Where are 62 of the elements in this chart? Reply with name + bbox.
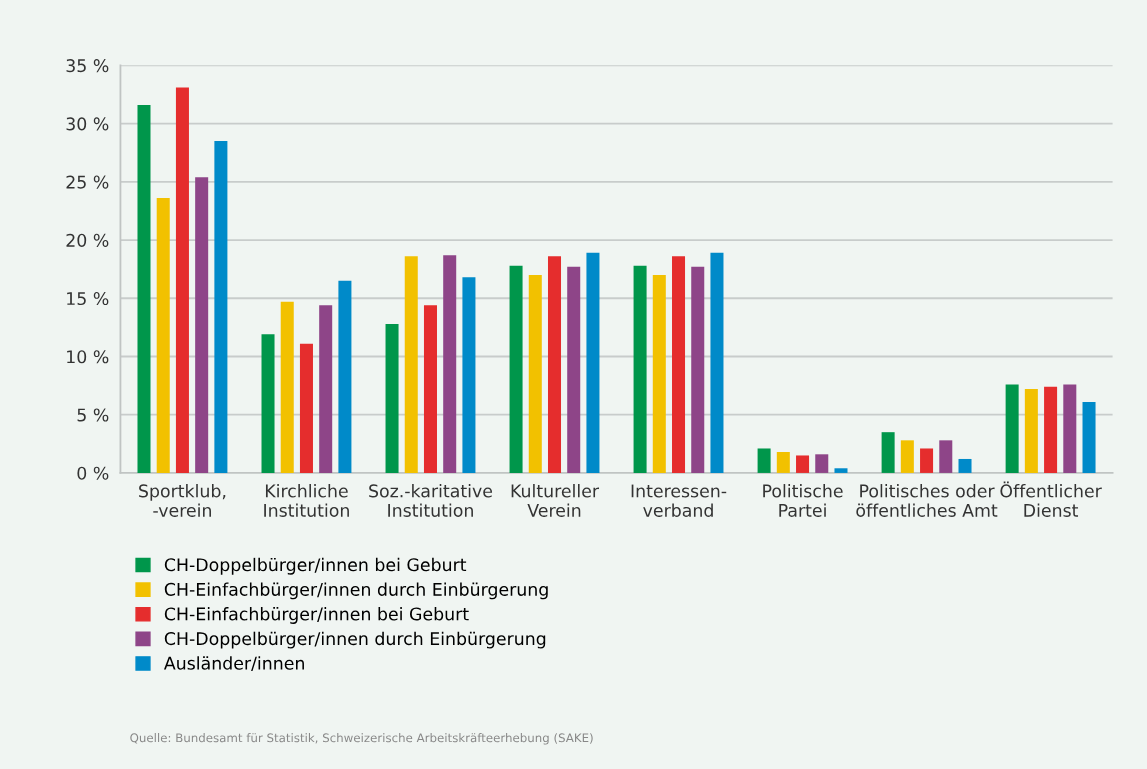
bar [920, 448, 934, 473]
x-tick-label: Öffentlicher Dienst [1000, 481, 1102, 517]
bar [338, 280, 352, 473]
bar [757, 448, 771, 473]
bar [385, 323, 399, 473]
bar [280, 301, 294, 473]
x-tick-label: Interessen- verband [631, 484, 727, 517]
bar [567, 266, 581, 473]
legend-label: CH-Doppelbürger/innen bei Geburt [164, 557, 467, 575]
bar [1044, 386, 1058, 473]
legend-label: CH-Doppelbürger/innen durch Einbürgerung [164, 631, 546, 649]
bar [404, 256, 418, 473]
bar [195, 177, 209, 473]
bar [319, 305, 333, 473]
bar [423, 305, 437, 473]
y-tick-label: 15 % [67, 291, 109, 306]
bar [1005, 384, 1019, 473]
bar [586, 252, 600, 473]
bar [509, 265, 523, 473]
bar [214, 141, 228, 473]
bar [900, 440, 914, 473]
y-tick-label: 5 % [77, 408, 109, 422]
y-tick-label: 35 % [66, 59, 109, 73]
bar [776, 451, 790, 473]
bar [261, 334, 275, 473]
bar [443, 255, 457, 473]
x-tick-label: Sportklub, -verein [139, 484, 226, 517]
legend-label: Ausländer/innen [163, 656, 304, 672]
bar [881, 432, 895, 473]
bar [156, 198, 170, 473]
y-tick-label: 10 % [67, 350, 109, 364]
x-tick-label: Soz.-karitative Institution [369, 484, 493, 517]
x-tick-label: Politisches oder öffentliches Amt [856, 484, 998, 517]
bar [796, 455, 810, 473]
bar [1024, 389, 1038, 473]
bar [462, 277, 476, 473]
bar [1063, 384, 1077, 473]
bar [1082, 401, 1096, 473]
bar [137, 104, 151, 473]
y-tick-label: 30 % [66, 117, 109, 131]
legend-label: CH-Einfachbürger/innen bei Geburt [164, 607, 469, 624]
bar [633, 265, 647, 473]
y-tick-label: 0 % [77, 466, 109, 480]
bar [815, 454, 829, 473]
bar [834, 468, 848, 473]
bar [652, 274, 666, 473]
x-tick-label: Politische Partei [763, 484, 843, 517]
bar [958, 458, 972, 473]
bar [710, 252, 724, 473]
bar [299, 343, 313, 473]
y-tick-label: 20 % [66, 233, 109, 247]
bar [547, 256, 562, 473]
bar [672, 256, 686, 473]
source-note: Quelle: Bundesamt für Statistik, Schweizerische Arbeitskräfteerhebung (SAKE) [130, 733, 593, 745]
y-tick-label: 25 % [66, 175, 109, 189]
bar [691, 266, 705, 473]
x-tick-label: Kultureller Verein [511, 484, 600, 517]
bar [175, 87, 189, 473]
bar [939, 440, 953, 473]
x-tick-label: Kirchliche Institution [264, 484, 349, 517]
legend-label: CH-Einfachbürger/innen durch Einbürgerung [164, 582, 548, 600]
bar [528, 274, 542, 473]
